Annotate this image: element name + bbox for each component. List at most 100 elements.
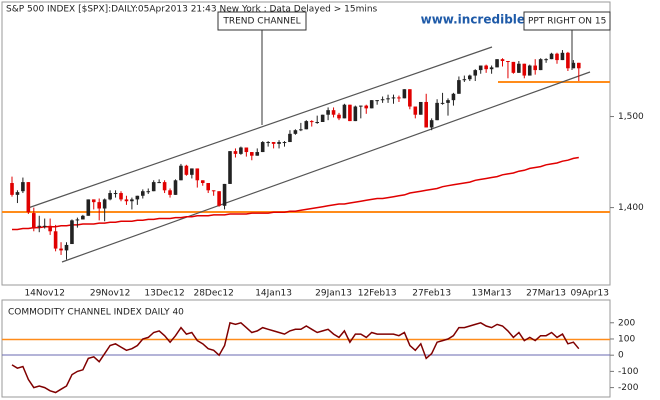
annotation: TREND CHANNEL: [222, 17, 300, 27]
candle-body: [293, 130, 298, 134]
candle-body: [222, 183, 227, 206]
chart-title: S&P 500 INDEX [$SPX]:DAILY:05Apr2013 21:…: [6, 5, 378, 15]
channel-upper: [27, 46, 493, 209]
annotation-box: [523, 11, 611, 31]
candle-body: [413, 106, 418, 115]
candle-body: [571, 62, 576, 69]
candle-body: [37, 225, 42, 227]
x-tick-label: 13Mar13: [472, 289, 512, 299]
candle-body: [353, 106, 358, 122]
candle-body: [538, 59, 543, 71]
x-tick-label: 27Feb13: [412, 289, 451, 299]
candle-body: [418, 101, 423, 115]
candle-body: [86, 199, 91, 216]
candle-body: [522, 63, 527, 76]
candle-body: [451, 93, 456, 101]
candle-body: [533, 65, 537, 71]
candle-body: [200, 180, 205, 184]
candle-body: [304, 121, 309, 130]
candle-body: [517, 63, 521, 73]
candle-body: [348, 104, 352, 122]
candle-body: [489, 67, 494, 70]
candle-body: [408, 89, 412, 107]
candle-body: [260, 142, 265, 153]
candle-body: [375, 100, 379, 102]
candle-body: [326, 110, 330, 115]
candle-body: [151, 182, 156, 192]
candle-body: [15, 192, 20, 195]
candle-body: [75, 219, 80, 221]
candle-body: [217, 191, 221, 206]
candle-body: [359, 105, 363, 107]
candle-body: [282, 142, 287, 144]
candle-body: [342, 104, 347, 119]
candle-body: [179, 165, 183, 181]
x-tick-label: 09Apr13: [570, 289, 608, 299]
candle-body: [402, 89, 407, 99]
candle-body: [577, 62, 581, 69]
moving-average: [12, 156, 579, 231]
candle-body: [250, 152, 254, 156]
candle-body: [255, 152, 260, 156]
candle-body: [386, 98, 390, 100]
candle-body: [473, 70, 478, 76]
candle-body: [446, 100, 450, 103]
candle-body: [511, 61, 516, 73]
candle-body: [277, 142, 281, 144]
candle-body: [42, 225, 47, 227]
candle-body: [468, 75, 472, 80]
candle-body: [495, 59, 499, 68]
candle-body: [108, 193, 112, 200]
candle-body: [288, 133, 292, 143]
candle-body: [478, 65, 483, 71]
candle-body: [462, 79, 467, 81]
candle-body: [184, 165, 189, 175]
candle-body: [168, 190, 172, 195]
candle-body: [506, 60, 510, 62]
candle-body: [527, 65, 532, 76]
candle-body: [173, 180, 178, 195]
x-tick-label: 29Jan13: [315, 289, 352, 299]
candle-body: [566, 52, 570, 69]
candle-body: [560, 52, 565, 61]
candle-body: [271, 142, 276, 144]
candle-body: [113, 193, 118, 195]
x-tick-label: 13Dec12: [144, 289, 184, 299]
annotation-box: [217, 11, 307, 31]
y-tick-label: 200: [618, 318, 635, 328]
candle-body: [141, 191, 145, 196]
candle-body: [130, 199, 134, 202]
candle-body: [81, 215, 85, 220]
candle-body: [315, 122, 319, 124]
x-tick-label: 28Dec12: [193, 289, 233, 299]
candle-body: [228, 151, 232, 184]
candle-body: [457, 80, 461, 94]
y-tick-label: 1,400: [618, 203, 644, 213]
candle-body: [59, 248, 63, 251]
candle-body: [26, 182, 31, 213]
x-tick-label: 12Feb13: [358, 289, 397, 299]
candle-body: [320, 114, 325, 123]
candle-body: [70, 220, 74, 245]
candle-body: [244, 147, 249, 153]
y-tick-label: 0: [618, 351, 624, 361]
candle-body: [119, 193, 123, 200]
candle-body: [266, 142, 270, 144]
price-panel: [1, 1, 611, 286]
cci-line: [11, 321, 580, 394]
cci-title: COMMODITY CHANNEL INDEX DAILY 40: [8, 308, 184, 318]
x-tick-label: 14Nov12: [24, 289, 64, 299]
candle-body: [309, 121, 314, 123]
x-tick-label: 29Nov12: [90, 289, 130, 299]
candle-body: [206, 183, 210, 191]
candle-body: [440, 102, 445, 104]
candle-body: [124, 199, 129, 202]
candle-body: [544, 59, 548, 61]
candle-body: [64, 244, 69, 251]
candle-body: [91, 199, 96, 203]
candle-body: [157, 182, 161, 184]
candle-body: [239, 147, 243, 154]
candle-body: [331, 110, 336, 115]
cci-panel: [1, 299, 611, 398]
